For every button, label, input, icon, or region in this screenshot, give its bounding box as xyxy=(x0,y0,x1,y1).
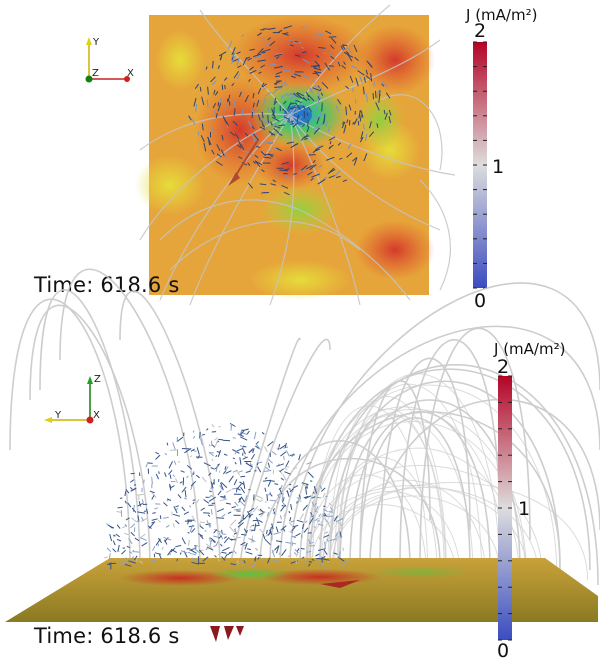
side-colorbar-title: J (mA/m²) xyxy=(494,340,566,358)
top-colorbar xyxy=(473,41,487,289)
top-orientation-axes: Y Z X xyxy=(85,37,134,83)
top-field-lines xyxy=(139,4,456,306)
top-view-panel: Y Z X J (mA/m²) 2 1 0 Time: 618.6 s xyxy=(0,0,600,318)
top-axis-y-label: Y xyxy=(92,37,100,48)
top-large-arrow-shaft xyxy=(235,139,259,176)
side-time-label: Time: 618.6 s xyxy=(34,624,180,648)
side-colorbar xyxy=(498,375,512,641)
side-axis-y-label: Y xyxy=(54,410,62,421)
top-view-render: Y Z X xyxy=(85,4,487,306)
side-orientation-axes: Z Y X xyxy=(44,374,101,424)
top-colorbar-max-label: 2 xyxy=(474,20,487,42)
top-surface xyxy=(135,15,435,300)
top-colorbar-mid-label: 1 xyxy=(492,156,505,178)
side-axis-z-label: Z xyxy=(94,374,101,385)
side-colorbar-max-label: 2 xyxy=(497,356,510,378)
side-surface-slab xyxy=(5,558,598,642)
top-axis-x-label: X xyxy=(127,68,134,79)
side-current-arrows xyxy=(103,422,349,570)
top-current-arrows xyxy=(188,25,392,196)
top-colorbar-title: J (mA/m²) xyxy=(466,6,538,24)
side-view-render: Z Y X xyxy=(5,268,600,642)
side-axis-x-label: X xyxy=(93,410,100,421)
side-colorbar-mid-label: 1 xyxy=(518,498,531,520)
top-colorbar-min-label: 0 xyxy=(474,290,487,312)
top-axis-z-label: Z xyxy=(92,68,99,79)
side-colorbar-min-label: 0 xyxy=(497,640,510,662)
side-view-panel: Z Y X J (mA/m²) 2 1 0 Time: 618.6 s xyxy=(0,268,600,662)
top-large-arrow xyxy=(228,172,240,186)
